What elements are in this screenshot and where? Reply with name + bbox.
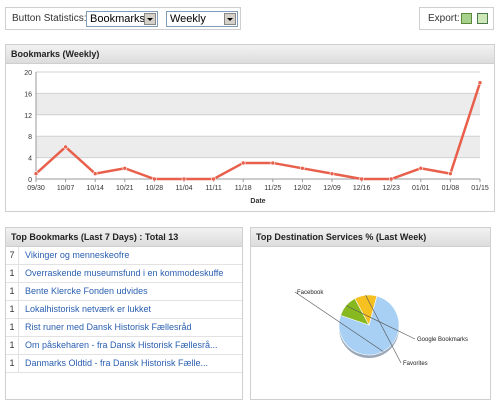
chart-panel-title: Bookmarks (Weekly) bbox=[6, 45, 494, 64]
bookmark-count: 1 bbox=[6, 283, 19, 300]
data-point[interactable] bbox=[92, 171, 98, 176]
export-controls: Export: bbox=[419, 7, 494, 30]
bookmark-row: 1 Om påskeharen - fra Dansk Historisk Fæl… bbox=[6, 337, 242, 355]
y-tick-label: 20 bbox=[24, 70, 32, 77]
x-tick-label: 12/16 bbox=[353, 185, 371, 192]
y-tick-label: 8 bbox=[28, 134, 32, 141]
metric-select[interactable]: Bookmarks bbox=[86, 11, 158, 27]
x-tick-label: 10/21 bbox=[116, 185, 134, 192]
bookmarks-chart-panel: Bookmarks (Weekly) 0 4 8 12 16 20 09/30 10/07 10… bbox=[5, 44, 495, 212]
data-point[interactable] bbox=[211, 176, 216, 182]
x-tick-label: 01/01 bbox=[412, 185, 430, 192]
top-bookmarks-title: Top Bookmarks (Last 7 Days) : Total 13 bbox=[6, 228, 242, 247]
bookmark-count: 1 bbox=[6, 301, 19, 318]
pie-slice-label: Favorites bbox=[403, 361, 428, 367]
bookmark-count: 1 bbox=[6, 355, 19, 372]
x-tick-label: 11/18 bbox=[235, 185, 252, 192]
pie-slice-label: Google Bookmarks bbox=[417, 337, 468, 343]
data-point[interactable] bbox=[329, 171, 335, 176]
chart-band bbox=[36, 136, 480, 158]
data-point[interactable] bbox=[359, 176, 364, 182]
x-tick-label: 11/25 bbox=[264, 185, 281, 192]
data-point[interactable] bbox=[448, 171, 453, 176]
data-point[interactable] bbox=[477, 80, 483, 86]
bookmark-count: 1 bbox=[6, 337, 19, 354]
pie-slice-label: Facebook bbox=[297, 290, 324, 296]
bookmark-count: 1 bbox=[6, 265, 19, 282]
bookmark-row: 1 Rist runer med Dansk Historisk Fællesrå… bbox=[6, 319, 242, 337]
x-tick-label: 11/04 bbox=[176, 185, 193, 192]
pie-leader-line bbox=[294, 291, 384, 352]
data-point[interactable] bbox=[300, 166, 305, 171]
x-tick-label: 01/08 bbox=[442, 185, 460, 192]
bookmark-row: 1 Lokalhistorisk netværk er lukket bbox=[6, 301, 242, 319]
bookmark-count: 7 bbox=[6, 247, 19, 264]
bookmark-link[interactable]: Overraskende museumsfund i en kommodesku… bbox=[25, 268, 224, 278]
x-tick-label: 09/30 bbox=[27, 185, 45, 192]
x-tick-label: 10/14 bbox=[86, 185, 104, 192]
bookmark-link[interactable]: Lokalhistorisk netværk er lukket bbox=[25, 304, 152, 314]
data-point[interactable] bbox=[122, 166, 128, 171]
pie-leader-line bbox=[345, 305, 416, 340]
button-statistics-label: Button Statistics: bbox=[12, 13, 87, 24]
period-select[interactable]: Weekly bbox=[166, 11, 238, 27]
series-line bbox=[35, 82, 482, 181]
data-point[interactable] bbox=[33, 171, 39, 176]
bookmark-link[interactable]: Rist runer med Dansk Historisk Fællesråd bbox=[25, 322, 192, 332]
bookmark-row: 1 Overraskende museumsfund i en kommodesk… bbox=[6, 265, 242, 283]
excel-icon[interactable] bbox=[461, 13, 472, 24]
y-tick-label: 12 bbox=[24, 113, 32, 120]
csv-icon[interactable] bbox=[477, 13, 488, 24]
bookmark-link[interactable]: Om påskeharen - fra Dansk Historisk Fæll… bbox=[25, 340, 218, 350]
x-tick-label: 12/02 bbox=[294, 185, 312, 192]
chevron-down-icon bbox=[144, 13, 156, 25]
bookmark-link[interactable]: Vikinger og menneskeofre bbox=[25, 250, 130, 260]
x-tick-label: 10/28 bbox=[146, 185, 164, 192]
pie-leader-line bbox=[365, 295, 402, 364]
y-tick-label: 16 bbox=[24, 91, 32, 98]
export-label: Export: bbox=[428, 13, 460, 24]
destination-services-panel: Top Destination Services % (Last Week) F… bbox=[250, 227, 491, 400]
y-tick-label: 4 bbox=[28, 156, 32, 163]
chart-band bbox=[36, 93, 480, 115]
x-tick-label: 11/11 bbox=[205, 185, 222, 192]
top-bookmarks-panel: Top Bookmarks (Last 7 Days) : Total 13 7… bbox=[5, 227, 243, 400]
chevron-down-icon bbox=[224, 13, 236, 25]
data-point[interactable] bbox=[270, 160, 276, 166]
x-tick-label: 12/09 bbox=[323, 185, 341, 192]
x-tick-label: 10/07 bbox=[57, 185, 75, 192]
bookmark-row: 7 Vikinger og menneskeofre bbox=[6, 247, 242, 265]
y-tick-label: 0 bbox=[28, 177, 32, 184]
bookmark-row: 1 Bente Klercke Fonden udvides bbox=[6, 283, 242, 301]
bookmark-link[interactable]: Danmarks Oldtid - fra Dansk Historisk Fæ… bbox=[25, 358, 209, 368]
x-axis-label: Date bbox=[250, 198, 265, 205]
destination-services-pie-chart: Facebook Google Bookmarks Favorites bbox=[294, 290, 468, 367]
data-point[interactable] bbox=[63, 144, 68, 150]
x-tick-label: 12/23 bbox=[382, 185, 400, 192]
statistics-controls: Button Statistics: Bookmarks Weekly bbox=[5, 7, 241, 30]
data-point[interactable] bbox=[181, 176, 187, 182]
top-bookmarks-list: 7 Vikinger og menneskeofre 1 Overraskende m… bbox=[6, 247, 242, 373]
data-point[interactable] bbox=[152, 176, 157, 182]
bookmark-row: 1 Danmarks Oldtid - fra Dansk Historisk F… bbox=[6, 355, 242, 373]
data-point[interactable] bbox=[240, 160, 246, 166]
metric-select-value: Bookmarks bbox=[90, 13, 146, 25]
data-point[interactable] bbox=[388, 176, 394, 182]
bookmark-link[interactable]: Bente Klercke Fonden udvides bbox=[25, 286, 148, 296]
x-tick-label: 01/15 bbox=[471, 185, 489, 192]
destination-services-title: Top Destination Services % (Last Week) bbox=[251, 228, 490, 247]
bookmarks-line-chart: 0 4 8 12 16 20 09/30 10/07 10/14 10/21 10/28 11/04 1… bbox=[24, 70, 489, 205]
bookmark-count: 1 bbox=[6, 319, 19, 336]
data-point[interactable] bbox=[418, 166, 424, 171]
period-select-value: Weekly bbox=[170, 13, 206, 25]
